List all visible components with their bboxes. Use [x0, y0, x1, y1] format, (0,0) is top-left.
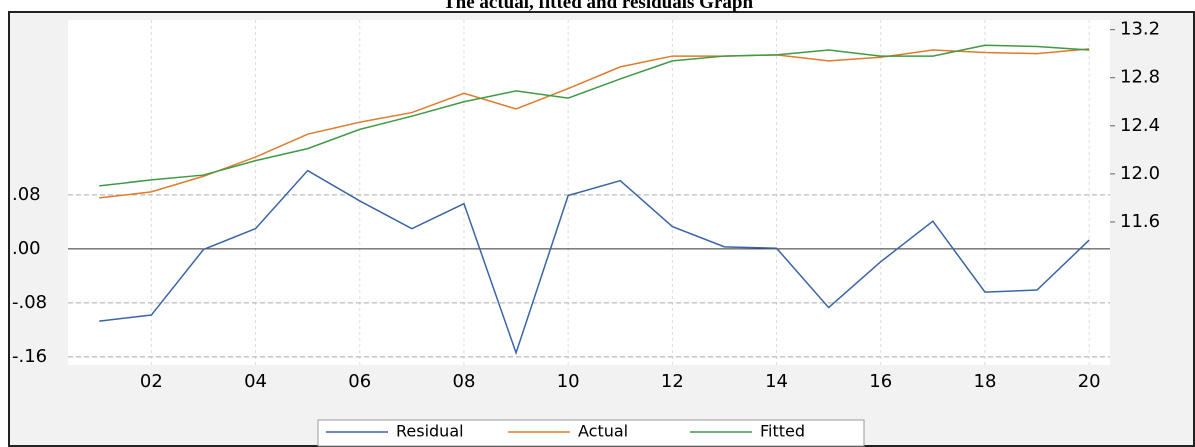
y2-tick-label: 13.2: [1120, 19, 1160, 40]
y2-tick-label: 11.6: [1120, 211, 1160, 232]
x-tick-label: 06: [348, 371, 371, 392]
legend-label: Fitted: [760, 422, 805, 441]
y-tick-label: .00: [12, 238, 41, 259]
y2-tick-label: 12.4: [1120, 115, 1160, 136]
plot-area: [68, 20, 1110, 365]
series-line: [99, 169, 1090, 356]
y-tick-label: .08: [12, 184, 41, 205]
y-tick-label: -.08: [12, 292, 47, 313]
legend-box: [317, 419, 865, 447]
chart-title: The actual, fitted and residuals Graph: [443, 0, 753, 13]
legend-label: Actual: [578, 422, 628, 441]
x-tick-label: 20: [1078, 371, 1101, 392]
series-line: [99, 44, 1090, 187]
x-tick-label: 16: [869, 371, 892, 392]
legend-label: Residual: [396, 422, 464, 441]
x-tick-label: 04: [244, 371, 267, 392]
y2-tick-label: 12.0: [1120, 163, 1160, 184]
series-line: [99, 48, 1090, 199]
x-tick-label: 08: [453, 371, 476, 392]
y2-tick-label: 12.8: [1120, 67, 1160, 88]
y-tick-label: -.16: [12, 346, 47, 367]
legend: Residual Actual Fitted: [317, 419, 865, 447]
x-tick-label: 18: [974, 371, 997, 392]
x-tick-label: 12: [661, 371, 684, 392]
x-tick-label: 10: [557, 371, 580, 392]
x-tick-label: 02: [140, 371, 163, 392]
x-tick-label: 14: [765, 371, 788, 392]
